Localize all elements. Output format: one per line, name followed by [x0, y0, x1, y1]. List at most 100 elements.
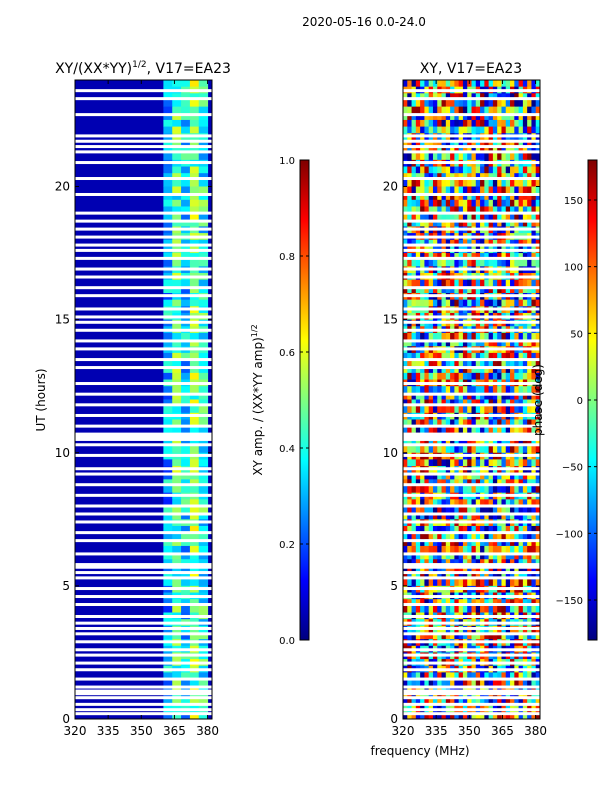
- heatmap-cell: [450, 113, 455, 121]
- heatmap-cell: [198, 126, 209, 134]
- heatmap-cell: [467, 632, 472, 640]
- heatmap-cell: [407, 499, 413, 507]
- flagged-gap: [75, 248, 212, 252]
- heatmap-cell: [450, 559, 455, 567]
- flagged-gap: [75, 161, 212, 165]
- heatmap-cell: [458, 499, 464, 507]
- heatmap-cell: [403, 366, 408, 374]
- heatmap-cell: [411, 153, 417, 161]
- heatmap-cell: [475, 80, 481, 88]
- heatmap-cell: [189, 173, 200, 181]
- heatmap-cell: [172, 712, 182, 720]
- heatmap-cell: [518, 499, 524, 507]
- heatmap-cell: [531, 459, 537, 467]
- heatmap-cell: [428, 106, 434, 114]
- heatmap-cell: [441, 359, 447, 367]
- heatmap-cell: [484, 459, 490, 467]
- heatmap-cell: [492, 599, 498, 607]
- heatmap-cell: [514, 119, 520, 128]
- heatmap-cell: [411, 406, 417, 414]
- heatmap-cell: [535, 359, 541, 367]
- heatmap-cell: [510, 372, 515, 381]
- heatmap-cell: [501, 506, 507, 514]
- heatmap-cell: [475, 599, 481, 607]
- heatmap-cell: [450, 332, 455, 341]
- heatmap-cell: [424, 286, 430, 294]
- heatmap-cell: [522, 126, 528, 134]
- heatmap-cell: [467, 219, 472, 227]
- heatmap-cell: [501, 672, 507, 680]
- heatmap-cell: [454, 699, 460, 707]
- heatmap-cell: [510, 206, 515, 214]
- flagged-gap: [75, 432, 212, 436]
- heatmap-cell: [535, 386, 541, 394]
- heatmap-cell: [432, 286, 438, 294]
- heatmap-cell: [535, 126, 541, 134]
- heatmap-cell: [527, 186, 532, 194]
- heatmap-cell: [437, 179, 443, 187]
- heatmap-cell: [475, 439, 481, 447]
- heatmap-cell: [403, 119, 408, 128]
- heatmap-cell: [189, 692, 200, 700]
- heatmap-cell: [407, 219, 413, 227]
- heatmap-cell: [407, 479, 413, 487]
- heatmap-cell: [505, 712, 511, 720]
- heatmap-cell: [181, 545, 191, 554]
- heatmap-cell: [415, 472, 421, 480]
- heatmap-cell: [454, 506, 460, 514]
- x-tick-label: 380: [524, 724, 547, 738]
- heatmap-cell: [428, 173, 434, 181]
- heatmap-cell: [535, 712, 541, 720]
- heatmap-cell: [484, 679, 490, 687]
- heatmap-cell: [432, 392, 438, 400]
- heatmap-cell: [181, 692, 191, 700]
- heatmap-cell: [403, 146, 408, 154]
- heatmap-cell: [415, 286, 421, 294]
- heatmap-cell: [514, 406, 520, 414]
- heatmap-cell: [450, 206, 455, 214]
- heatmap-cell: [172, 352, 182, 361]
- flagged-gap: [75, 358, 212, 362]
- heatmap-cell: [181, 672, 191, 680]
- heatmap-cell: [420, 213, 425, 221]
- heatmap-cell: [458, 506, 464, 514]
- heatmap-cell: [415, 259, 421, 267]
- heatmap-cell: [531, 186, 537, 194]
- heatmap-cell: [437, 672, 443, 680]
- heatmap-cell: [420, 699, 425, 707]
- heatmap-cell: [428, 525, 434, 534]
- heatmap-cell: [432, 139, 438, 148]
- heatmap-cell: [424, 632, 430, 640]
- heatmap-cell: [454, 173, 460, 181]
- heatmap-cell: [445, 699, 451, 707]
- heatmap-cell: [198, 539, 209, 547]
- heatmap-cell: [189, 479, 200, 487]
- heatmap-cell: [450, 399, 455, 407]
- heatmap-cell: [437, 486, 443, 494]
- heatmap-cell: [471, 146, 477, 154]
- heatmap-cell: [437, 173, 443, 181]
- heatmap-cell: [189, 545, 200, 554]
- heatmap-cell: [454, 479, 460, 487]
- heatmap-cell: [181, 506, 191, 514]
- heatmap-cell: [458, 685, 464, 693]
- heatmap-cell: [475, 239, 481, 247]
- heatmap-cell: [514, 679, 520, 687]
- heatmap-cell: [420, 359, 425, 367]
- heatmap-cell: [437, 472, 443, 480]
- heatmap-cell: [458, 93, 464, 101]
- heatmap-cell: [475, 166, 481, 174]
- heatmap-cell: [172, 139, 182, 148]
- flagged-gap: [403, 552, 540, 556]
- heatmap-cell: [531, 386, 537, 394]
- colorbar-tick-label: 0.6: [279, 348, 295, 359]
- heatmap-cell: [415, 299, 421, 307]
- heatmap-cell: [522, 699, 528, 707]
- heatmap-cell: [189, 386, 200, 394]
- heatmap-cell: [505, 386, 511, 394]
- heatmap-cell: [492, 386, 498, 394]
- heatmap-cell: [501, 712, 507, 720]
- colorbar-tick-label: 150: [564, 196, 583, 207]
- heatmap-cell: [424, 506, 430, 514]
